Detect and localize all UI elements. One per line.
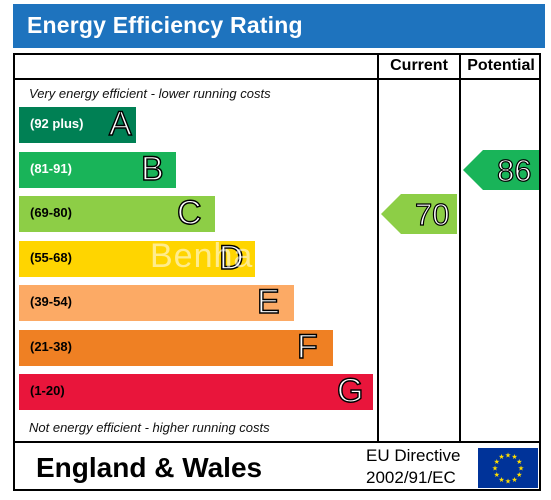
band-f-range: (21-38) <box>30 339 72 354</box>
title-bar: Energy Efficiency Rating <box>13 4 545 48</box>
eu-star: ★ <box>516 471 522 479</box>
eu-star: ★ <box>505 478 511 486</box>
band-f-letter: F <box>296 327 318 366</box>
footer-divider <box>13 441 541 443</box>
current-rating-arrow: 70 <box>381 194 457 234</box>
footer-directive: EU Directive 2002/91/EC <box>366 445 460 489</box>
band-a-letter: A <box>108 104 132 143</box>
potential-arrow-shape <box>463 150 539 190</box>
top-note: Very energy efficient - lower running co… <box>29 86 271 101</box>
band-d: (55-68) D <box>19 238 255 278</box>
eu-flag-icon: ★ ★ ★ ★ ★ ★ ★ ★ ★ ★ ★ ★ <box>478 448 538 488</box>
eu-star: ★ <box>511 453 517 461</box>
watermark: Benham <box>150 237 283 275</box>
eu-star: ★ <box>505 452 511 460</box>
band-c: (69-80) C <box>19 193 215 233</box>
band-d-letter: D <box>218 238 244 277</box>
band-g-letter: G <box>336 371 364 410</box>
directive-line2: 2002/91/EC <box>366 468 456 487</box>
potential-rating-value: 86 <box>496 152 532 188</box>
current-arrow-shape <box>381 194 457 234</box>
band-f: (21-38) F <box>19 327 333 367</box>
band-g-range: (1-20) <box>30 383 65 398</box>
chart-title: Energy Efficiency Rating <box>27 12 303 38</box>
footer-region: England & Wales <box>36 452 263 483</box>
current-rating-value: 70 <box>414 196 450 232</box>
band-e-range: (39-54) <box>30 294 72 309</box>
directive-line1: EU Directive <box>366 446 461 465</box>
bottom-note: Not energy efficient - higher running co… <box>29 420 270 435</box>
eu-star: ★ <box>494 458 500 466</box>
potential-rating-arrow: 86 <box>463 150 539 190</box>
eu-star: ★ <box>518 465 524 473</box>
eu-star: ★ <box>494 471 500 479</box>
band-b-letter: B <box>140 149 164 188</box>
potential-column-divider <box>459 53 461 443</box>
band-c-range: (69-80) <box>30 205 72 220</box>
potential-column-header: Potential <box>467 57 535 74</box>
band-g: (1-20) G <box>19 371 373 411</box>
eu-star: ★ <box>498 453 504 461</box>
header-divider <box>13 78 541 80</box>
band-a: (92 plus) A <box>19 104 136 144</box>
eu-star: ★ <box>492 465 498 473</box>
band-b: (81-91) B <box>19 149 176 189</box>
band-d-range: (55-68) <box>30 250 72 265</box>
eu-star: ★ <box>511 476 517 484</box>
eu-star: ★ <box>516 458 522 466</box>
eu-star: ★ <box>498 476 504 484</box>
rating-frame <box>13 53 541 491</box>
band-c-letter: C <box>176 193 202 232</box>
current-column-divider <box>377 53 379 443</box>
band-e: (39-54) E <box>19 282 294 322</box>
current-column-header: Current <box>390 57 448 74</box>
band-b-range: (81-91) <box>30 161 72 176</box>
band-a-range: (92 plus) <box>30 116 84 131</box>
band-e-letter: E <box>256 282 280 321</box>
